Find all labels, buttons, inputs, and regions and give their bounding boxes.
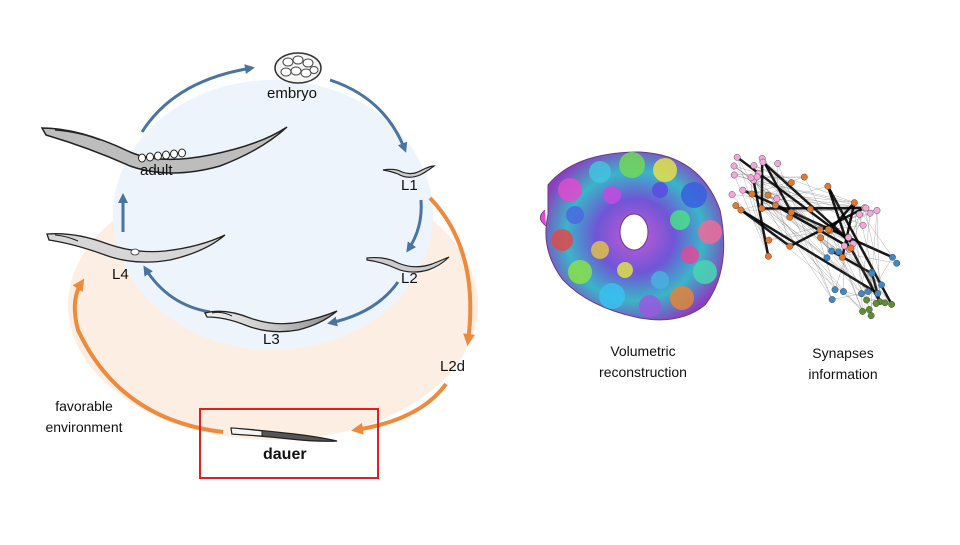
synapse-node xyxy=(874,207,880,213)
synapse-node xyxy=(749,191,755,197)
synapse-node xyxy=(748,175,754,181)
volumetric-caption: Volumetric reconstruction xyxy=(568,341,718,383)
synapse-node xyxy=(801,174,807,180)
synapse-node xyxy=(733,202,739,208)
synapse-node xyxy=(828,248,834,254)
synapse-node xyxy=(734,154,740,160)
synapses-caption: Synapses information xyxy=(768,343,918,385)
synapse-node xyxy=(772,202,778,208)
synapse-node xyxy=(825,183,831,189)
favorable-environment-label: favorable environment xyxy=(24,396,144,438)
label-embryo: embryo xyxy=(267,85,317,102)
synapse-node xyxy=(851,199,857,205)
synapse-node xyxy=(738,207,744,213)
dauer-highlight-box xyxy=(199,408,379,479)
synapse-node xyxy=(868,312,874,318)
synapse-node xyxy=(825,226,831,232)
label-l1: L1 xyxy=(401,177,418,194)
synapse-node xyxy=(817,227,823,233)
synapse-node xyxy=(839,254,845,260)
synapse-node xyxy=(859,308,865,314)
synapse-node xyxy=(754,174,760,180)
synapse-node xyxy=(807,206,813,212)
synapse-node xyxy=(788,179,794,185)
synapse-node xyxy=(860,222,866,228)
label-l3: L3 xyxy=(263,331,280,348)
label-l2d: L2d xyxy=(440,358,465,375)
synapse-node xyxy=(894,260,900,266)
synapse-node xyxy=(760,159,766,165)
synapse-node xyxy=(766,237,772,243)
synapse-node xyxy=(765,192,771,198)
synapse-node xyxy=(729,191,735,197)
synapse-node xyxy=(866,306,872,312)
synapse-node xyxy=(856,211,862,217)
label-l2: L2 xyxy=(401,270,418,287)
synapse-node xyxy=(788,209,794,215)
synapse-node xyxy=(829,296,835,302)
synapse-node xyxy=(841,243,847,249)
synapse-node xyxy=(863,297,869,303)
synapse-node xyxy=(865,288,871,294)
synapse-node xyxy=(832,286,838,292)
synapse-node xyxy=(765,253,771,259)
synapse-node xyxy=(731,163,737,169)
synapse-node xyxy=(740,187,746,193)
synapse-node xyxy=(759,205,765,211)
synapse-node xyxy=(840,288,846,294)
synapse-node xyxy=(863,205,869,211)
synapse-node xyxy=(888,301,894,307)
brain-mesh-image xyxy=(540,152,723,320)
synapse-node xyxy=(787,243,793,249)
synapse-node xyxy=(875,290,881,296)
synapse-node xyxy=(882,300,888,306)
synapse-node xyxy=(858,290,864,296)
label-l4: L4 xyxy=(112,266,129,283)
synapse-node xyxy=(845,234,851,240)
synapse-node xyxy=(889,254,895,260)
synapse-node xyxy=(835,249,841,255)
synapse-node xyxy=(848,245,854,251)
synapse-network-image xyxy=(729,154,900,319)
synapse-node xyxy=(818,234,824,240)
synapse-node xyxy=(774,160,780,166)
label-adult: adult xyxy=(140,162,173,179)
synapse-node xyxy=(873,300,879,306)
synapse-node xyxy=(867,210,873,216)
blue-cycle-fill xyxy=(113,80,433,350)
embryo-icon xyxy=(275,53,321,83)
synapse-node xyxy=(774,195,780,201)
synapse-node xyxy=(731,172,737,178)
synapse-node xyxy=(751,162,757,168)
synapse-node xyxy=(869,270,875,276)
synapse-node xyxy=(878,282,884,288)
synapse-node xyxy=(824,255,830,261)
